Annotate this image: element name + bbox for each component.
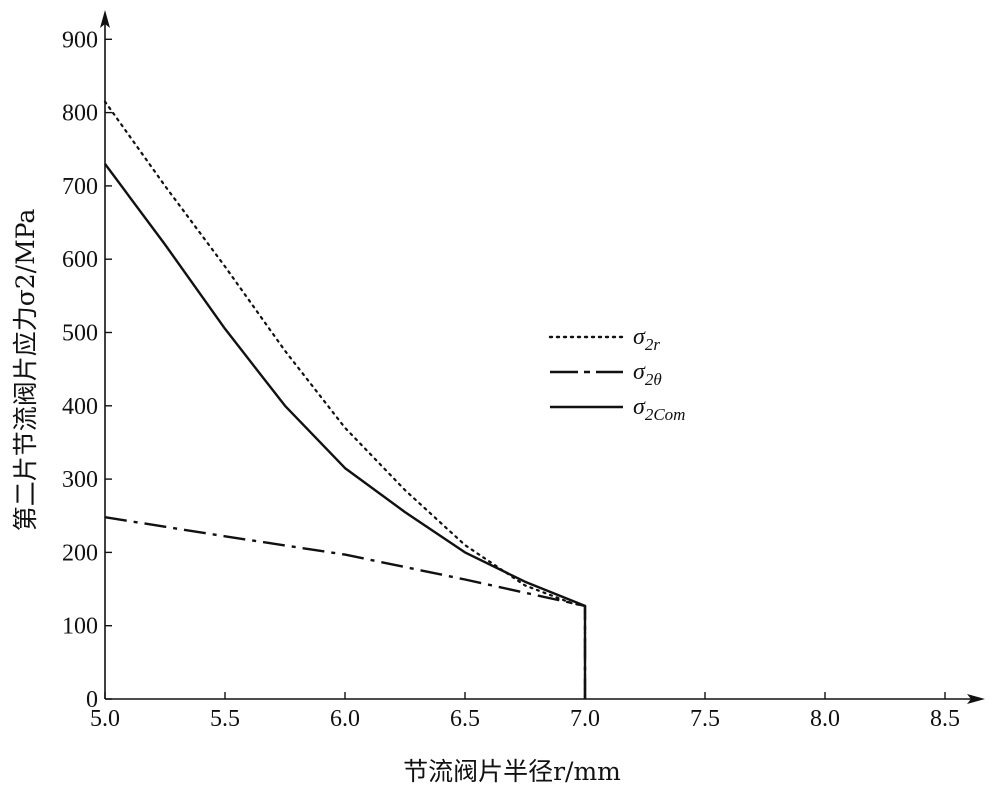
y-tick-label: 800 <box>62 101 98 127</box>
series-line-dotted <box>103 100 587 701</box>
legend-label: σ2Com <box>633 394 685 424</box>
x-tick-label: 8.0 <box>810 706 840 732</box>
x-tick-label: 7.5 <box>690 706 720 732</box>
x-axis-title: 节流阀片半径r/mm <box>403 757 621 786</box>
y-tick-label: 400 <box>62 394 98 420</box>
x-tick-label: 8.5 <box>930 706 960 732</box>
legend-label-main: σ <box>633 394 646 420</box>
legend-label-sub: 2θ <box>645 370 662 389</box>
y-axis-arrow <box>100 10 110 28</box>
legend-label-main: σ <box>633 324 646 350</box>
y-tick-label: 500 <box>62 321 98 347</box>
y-tick-label: 700 <box>62 174 98 200</box>
y-tick-label: 100 <box>62 614 98 640</box>
series-line-dashdot <box>104 516 587 699</box>
y-tick-label: 300 <box>62 467 98 493</box>
series-line-solid <box>104 163 587 699</box>
legend-label-main: σ <box>633 359 646 385</box>
legend-label: σ2θ <box>633 359 662 389</box>
y-tick-label: 900 <box>62 27 98 53</box>
y-axis-title: 第二片节流阀片应力σ2/MPa <box>11 209 40 532</box>
legend-label: σ2r <box>633 324 660 354</box>
x-axis-arrow <box>967 694 985 704</box>
series-layer <box>103 100 587 701</box>
x-tick-label: 5.5 <box>210 706 240 732</box>
legend-label-sub: 2Com <box>645 405 686 424</box>
y-tick-label: 200 <box>62 540 98 566</box>
ticks: 5.0 5.5 6.0 6.5 7.0 7.5 8.0 8.5 0 100 200 300 400 500… <box>62 27 960 732</box>
x-tick-label: 6.0 <box>330 706 360 732</box>
axes <box>100 10 985 704</box>
x-tick-label: 6.5 <box>450 706 480 732</box>
x-tick-label: 5.0 <box>90 706 120 732</box>
legend-label-sub: 2r <box>645 335 661 354</box>
x-tick-label: 7.0 <box>570 706 600 732</box>
y-tick-label: 600 <box>62 247 98 273</box>
y-tick-label: 0 <box>86 687 98 713</box>
